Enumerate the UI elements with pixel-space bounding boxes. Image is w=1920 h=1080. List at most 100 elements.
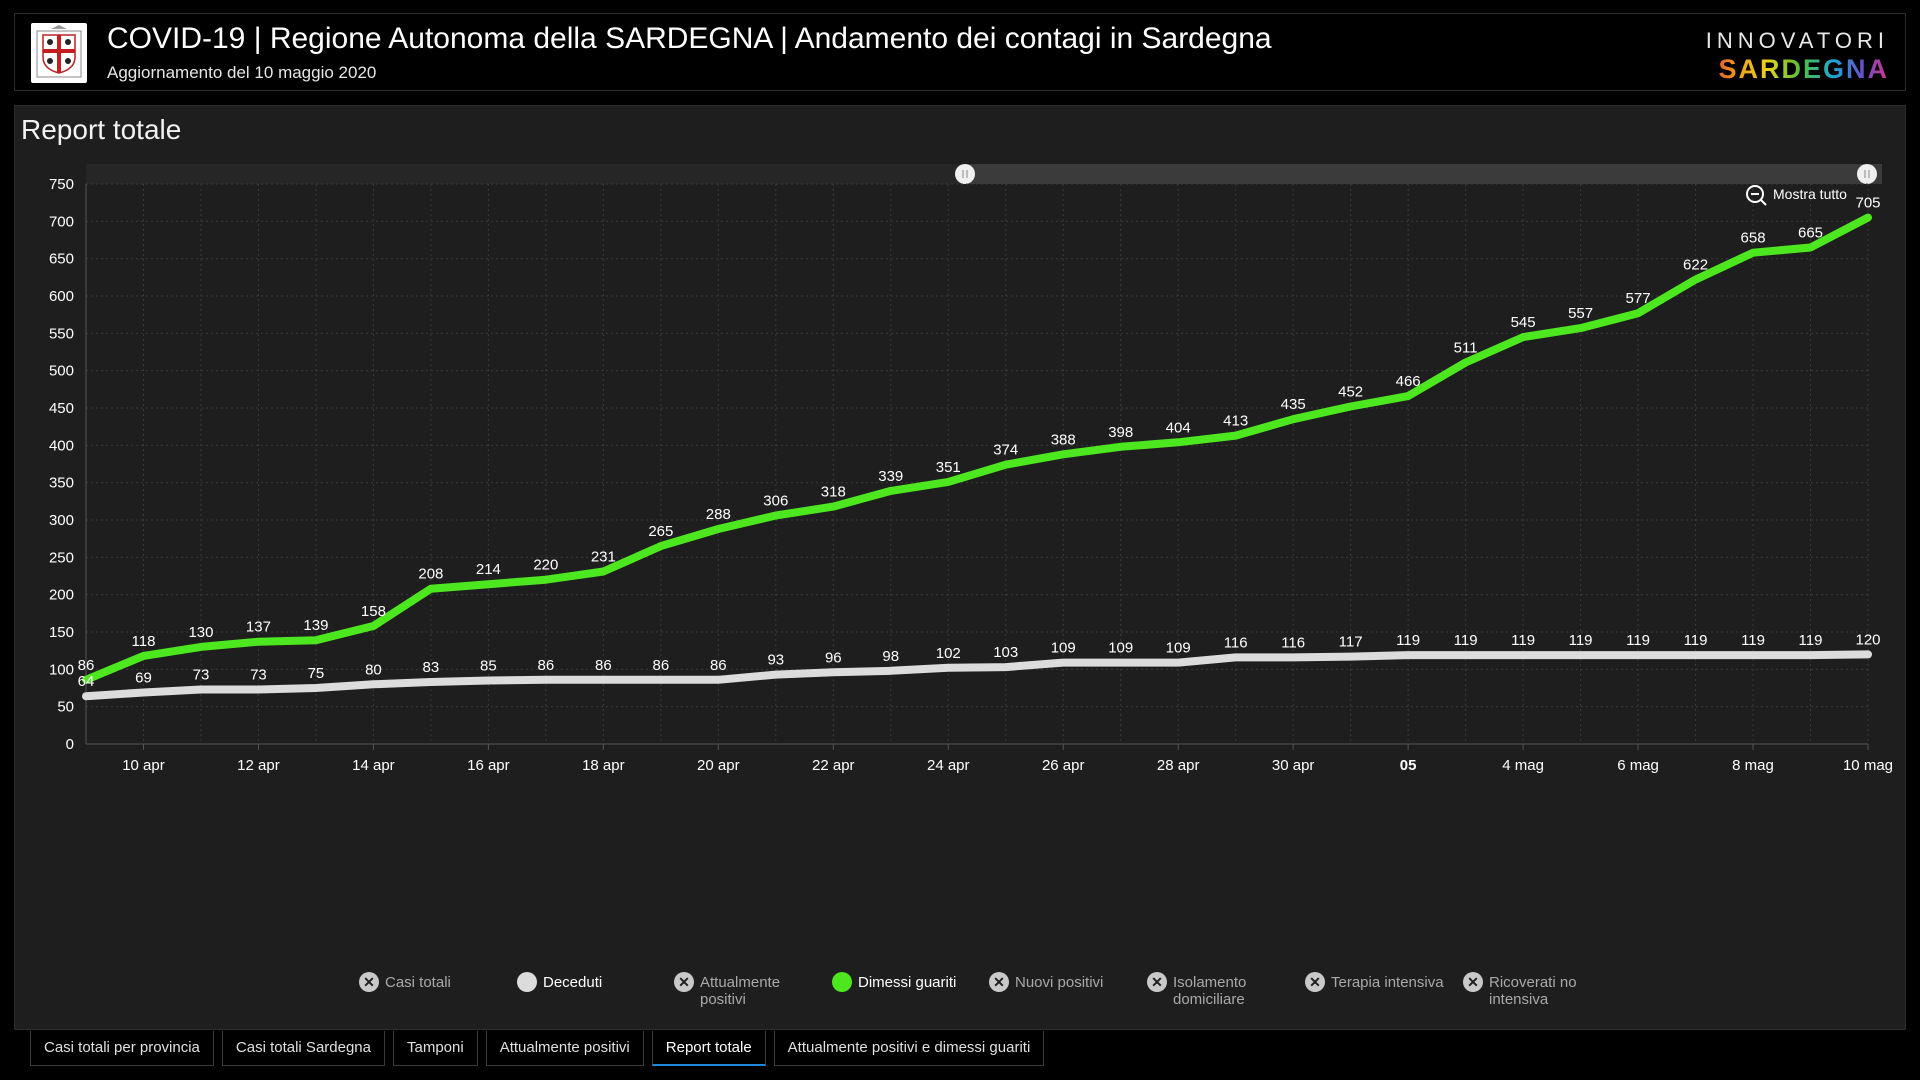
data-label-deceduti: 73 xyxy=(193,666,210,683)
tab-casi-totali-sardegna[interactable]: Casi totali Sardegna xyxy=(221,1031,385,1066)
legend-item[interactable]: ✕ Nuovi positivi xyxy=(989,972,1103,992)
data-point-dimessi xyxy=(1405,393,1412,400)
x-tick-label: 20 apr xyxy=(697,757,740,774)
data-point-deceduti xyxy=(1520,652,1527,659)
data-label-dimessi: 231 xyxy=(591,549,616,566)
data-point-deceduti xyxy=(1175,659,1182,666)
data-point-deceduti xyxy=(1462,652,1469,659)
data-label-dimessi: 705 xyxy=(1855,195,1880,212)
x-tick-label: 14 apr xyxy=(352,757,395,774)
data-label-dimessi: 413 xyxy=(1223,413,1248,430)
legend-item[interactable]: Dimessi guariti xyxy=(832,972,956,992)
y-tick-label: 450 xyxy=(49,400,74,417)
data-point-dimessi xyxy=(1175,439,1182,446)
data-label-deceduti: 120 xyxy=(1855,631,1880,648)
data-label-deceduti: 80 xyxy=(365,661,382,678)
tab-attualmente-positivi[interactable]: Attualmente positivi xyxy=(485,1031,644,1066)
scroll-handle-right[interactable] xyxy=(1857,164,1877,184)
legend-item[interactable]: ✕ Isolamento domiciliare xyxy=(1147,972,1293,1008)
data-label-deceduti: 119 xyxy=(1454,632,1478,649)
brand-logo: INNOVATORI SARDEGNA xyxy=(1706,28,1889,85)
data-point-deceduti xyxy=(83,693,89,700)
data-label-deceduti: 86 xyxy=(538,657,555,674)
legend-disabled-icon: ✕ xyxy=(1463,972,1483,992)
legend-item[interactable]: ✕ Casi totali xyxy=(359,972,451,992)
y-tick-label: 200 xyxy=(49,587,74,604)
data-label-deceduti: 119 xyxy=(1511,632,1535,649)
data-label-deceduti: 119 xyxy=(1626,632,1650,649)
data-label-deceduti: 83 xyxy=(423,659,440,676)
x-tick-label: 28 apr xyxy=(1157,757,1200,774)
data-label-dimessi: 665 xyxy=(1798,224,1823,241)
data-point-dimessi xyxy=(542,576,549,583)
data-point-dimessi xyxy=(1117,443,1124,450)
data-point-deceduti xyxy=(542,676,549,683)
legend-item[interactable]: ✕ Ricoverati no intensiva xyxy=(1463,972,1609,1008)
data-point-deceduti xyxy=(312,685,319,691)
data-point-dimessi xyxy=(1060,451,1067,458)
y-tick-label: 400 xyxy=(49,437,74,454)
zoom-reset-label: Mostra tutto xyxy=(1773,186,1847,202)
x-tick-label: 18 apr xyxy=(582,757,625,774)
legend-item[interactable]: ✕ Terapia intensiva xyxy=(1305,972,1444,992)
data-label-dimessi: 622 xyxy=(1683,257,1708,274)
data-label-deceduti: 109 xyxy=(1051,640,1076,657)
data-point-deceduti xyxy=(1635,652,1642,659)
data-point-deceduti xyxy=(715,676,722,683)
tab-report-totale[interactable]: Report totale xyxy=(651,1031,766,1066)
data-point-deceduti xyxy=(830,669,837,676)
data-label-dimessi: 118 xyxy=(132,633,156,650)
data-label-deceduti: 103 xyxy=(993,644,1018,661)
data-label-deceduti: 109 xyxy=(1166,640,1191,657)
data-label-dimessi: 577 xyxy=(1626,290,1651,307)
data-label-deceduti: 64 xyxy=(78,673,95,690)
data-point-deceduti xyxy=(1290,654,1297,661)
legend-disabled-icon: ✕ xyxy=(674,972,694,992)
data-label-dimessi: 86 xyxy=(78,657,95,674)
data-point-deceduti xyxy=(197,686,204,693)
y-tick-label: 350 xyxy=(49,475,74,492)
tab-attualmente-positivi-e-dimessi-guariti[interactable]: Attualmente positivi e dimessi guariti xyxy=(773,1031,1045,1066)
legend-disabled-icon: ✕ xyxy=(1147,972,1167,992)
data-point-deceduti xyxy=(1347,653,1354,660)
data-point-dimessi xyxy=(772,512,779,519)
data-label-dimessi: 306 xyxy=(763,493,788,510)
tab-bar: Casi totali per provincia Casi totali Sar… xyxy=(30,1031,1045,1066)
data-point-dimessi xyxy=(600,568,607,575)
legend-label: Ricoverati no intensiva xyxy=(1489,974,1577,1008)
x-tick-label: 10 apr xyxy=(122,757,165,774)
data-label-deceduti: 86 xyxy=(595,657,612,674)
scroll-range xyxy=(965,164,1882,184)
legend-label: Casi totali xyxy=(385,974,451,991)
data-label-dimessi: 658 xyxy=(1741,230,1766,247)
data-label-deceduti: 98 xyxy=(882,648,899,665)
data-label-dimessi: 374 xyxy=(993,442,1018,459)
data-label-deceduti: 93 xyxy=(767,652,784,669)
data-label-dimessi: 466 xyxy=(1396,373,1421,390)
brand-top-text: INNOVATORI xyxy=(1705,28,1889,53)
legend-dot-icon xyxy=(832,972,852,992)
data-label-deceduti: 96 xyxy=(825,649,842,666)
data-point-deceduti xyxy=(1750,652,1757,659)
data-label-dimessi: 404 xyxy=(1166,419,1191,436)
legend-item[interactable]: ✕ Attualmente positivi xyxy=(674,972,820,1008)
data-label-dimessi: 545 xyxy=(1511,314,1536,331)
legend-item[interactable]: Deceduti xyxy=(517,972,602,992)
data-label-deceduti: 85 xyxy=(480,658,497,675)
region-logo xyxy=(31,23,87,83)
data-point-dimessi xyxy=(887,487,894,494)
data-point-deceduti xyxy=(1405,652,1412,659)
app-header: COVID-19 | Regione Autonoma della SARDEG… xyxy=(14,13,1906,91)
data-label-dimessi: 452 xyxy=(1338,384,1363,401)
zoom-reset-control[interactable]: Mostra tutto xyxy=(1746,185,1847,206)
data-point-deceduti xyxy=(1117,659,1124,666)
legend-label: Terapia intensiva xyxy=(1331,974,1444,991)
data-point-dimessi xyxy=(1692,276,1699,283)
scroll-handle-left[interactable] xyxy=(955,164,975,184)
data-label-dimessi: 557 xyxy=(1568,305,1593,322)
data-point-dimessi xyxy=(83,676,89,683)
y-tick-label: 500 xyxy=(49,363,74,380)
tab-casi-totali-per-provincia[interactable]: Casi totali per provincia xyxy=(30,1031,214,1066)
y-tick-label: 650 xyxy=(49,251,74,268)
tab-tamponi[interactable]: Tamponi xyxy=(393,1031,478,1066)
